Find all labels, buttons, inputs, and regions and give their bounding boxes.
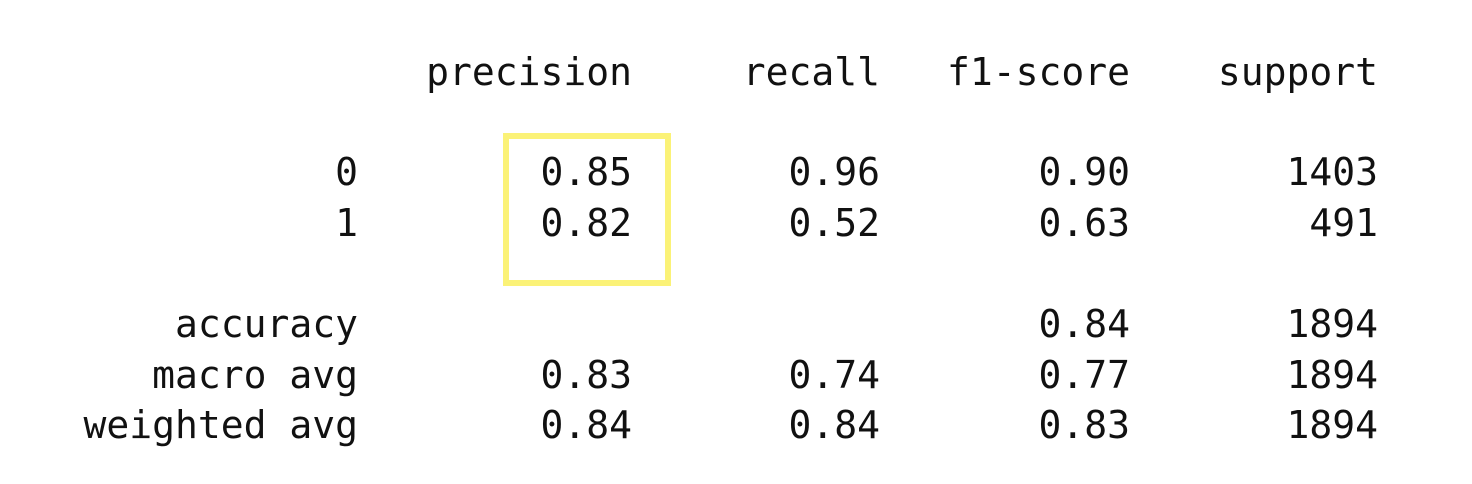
cell-macro-avg-recall: 0.74 — [788, 353, 880, 397]
row-label-accuracy: accuracy — [174, 302, 358, 346]
cell-1-recall: 0.52 — [788, 201, 880, 245]
cell-accuracy-f1-score: 0.84 — [1038, 302, 1130, 346]
cell-accuracy-support: 1894 — [1286, 302, 1378, 346]
cell-macro-avg-f1-score: 0.77 — [1038, 353, 1130, 397]
cell-macro-avg-precision: 0.83 — [540, 353, 632, 397]
precision-highlight-box — [503, 133, 671, 286]
cell-0-support: 1403 — [1286, 150, 1378, 194]
column-header-recall: recall — [742, 50, 880, 94]
row-label-0: 0 — [335, 150, 358, 194]
row-label-1: 1 — [335, 201, 358, 245]
row-label-weighted-avg: weighted avg — [83, 403, 358, 447]
column-header-f1-score: f1-score — [946, 50, 1130, 94]
cell-macro-avg-support: 1894 — [1286, 353, 1378, 397]
cell-0-f1-score: 0.90 — [1038, 150, 1130, 194]
cell-1-support: 491 — [1309, 201, 1378, 245]
cell-weighted-avg-recall: 0.84 — [788, 403, 880, 447]
cell-weighted-avg-precision: 0.84 — [540, 403, 632, 447]
cell-0-precision: 0.85 — [540, 150, 632, 194]
column-header-precision: precision — [426, 50, 632, 94]
cell-1-precision: 0.82 — [540, 201, 632, 245]
cell-weighted-avg-support: 1894 — [1286, 403, 1378, 447]
row-label-macro-avg: macro avg — [152, 353, 358, 397]
cell-0-recall: 0.96 — [788, 150, 880, 194]
cell-weighted-avg-f1-score: 0.83 — [1038, 403, 1130, 447]
column-header-support: support — [1217, 50, 1378, 94]
cell-1-f1-score: 0.63 — [1038, 201, 1130, 245]
